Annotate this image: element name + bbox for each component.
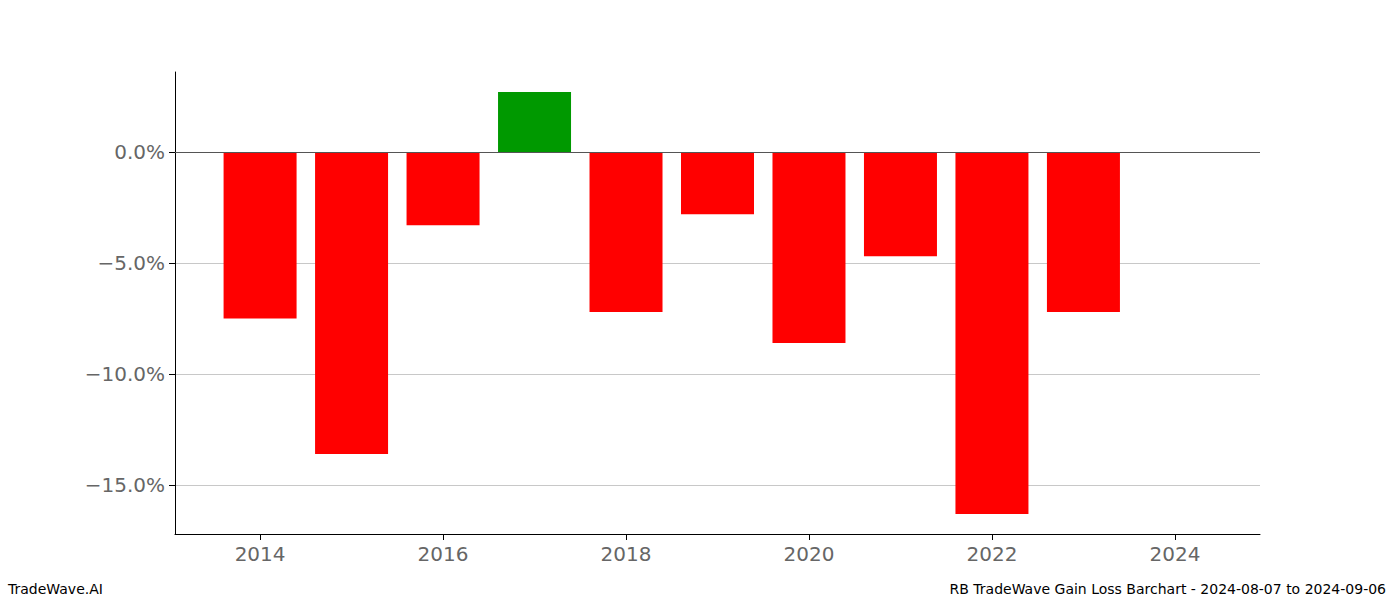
svg-text:2016: 2016 xyxy=(418,542,469,566)
svg-text:2024: 2024 xyxy=(1149,542,1200,566)
svg-text:2022: 2022 xyxy=(966,542,1017,566)
svg-text:2020: 2020 xyxy=(784,542,835,566)
svg-text:TradeWave.AI: TradeWave.AI xyxy=(7,581,103,597)
svg-text:−15.0%: −15.0% xyxy=(85,473,165,497)
svg-text:−10.0%: −10.0% xyxy=(85,362,165,386)
svg-text:2018: 2018 xyxy=(601,542,652,566)
svg-text:0.0%: 0.0% xyxy=(114,140,165,164)
svg-text:2014: 2014 xyxy=(235,542,286,566)
svg-text:−5.0%: −5.0% xyxy=(97,251,165,275)
svg-text:RB TradeWave Gain Loss Barchar: RB TradeWave Gain Loss Barchart - 2024-0… xyxy=(950,581,1387,597)
